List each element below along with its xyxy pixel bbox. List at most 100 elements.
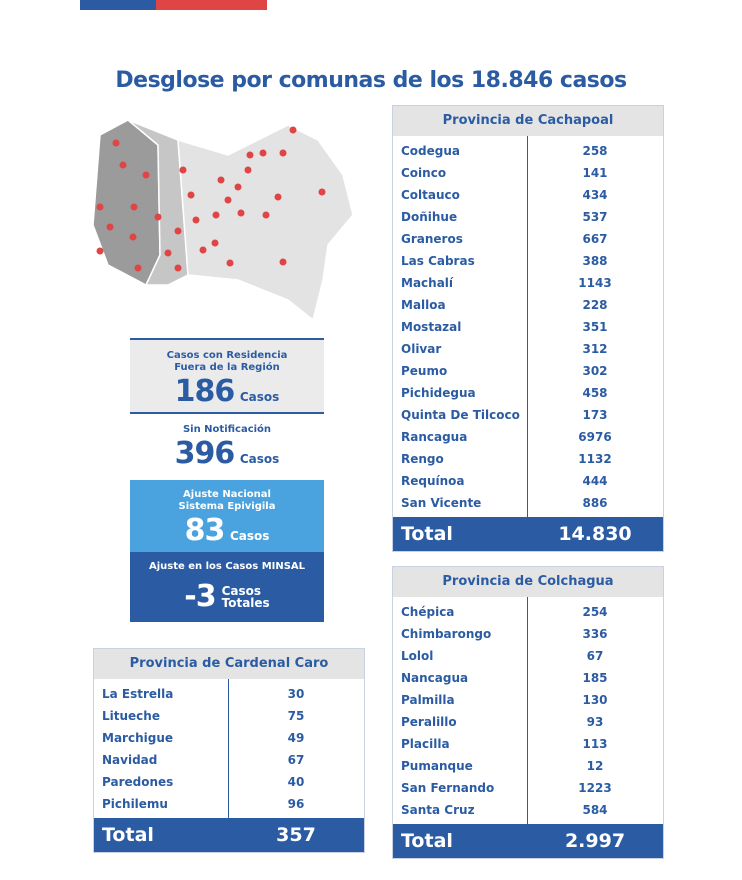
comuna-name: Graneros — [401, 232, 463, 246]
comuna-value: 49 — [287, 731, 305, 745]
total-value: 14.830 — [558, 523, 632, 545]
table-colchagua: Provincia de Colchagua Chépica 254 Chimbar… — [392, 566, 664, 859]
table-row: Peralillo 93 — [393, 711, 663, 733]
table-row: Coinco 141 — [393, 162, 663, 184]
ajuste-nacional-unit: Casos — [229, 529, 270, 543]
table-row: Pichidegua 458 — [393, 382, 663, 404]
table-row: Lolol 67 — [393, 645, 663, 667]
comuna-value: 886 — [582, 496, 608, 510]
comuna-name: Paredones — [102, 775, 174, 789]
table-row: Placilla 113 — [393, 733, 663, 755]
comuna-value: 537 — [582, 210, 608, 224]
total-label: Total — [401, 523, 453, 545]
ajuste-nacional-label-1: Ajuste Nacional — [183, 489, 271, 500]
comuna-value: 434 — [582, 188, 608, 202]
table-row: Pumanque 12 — [393, 755, 663, 777]
fuera-region-label-1: Casos con Residencia — [166, 350, 288, 361]
comuna-name: La Estrella — [102, 687, 174, 701]
table-title: Provincia de Cachapoal — [393, 106, 663, 136]
comuna-value: 1132 — [578, 452, 612, 466]
table-row: Palmilla 130 — [393, 689, 663, 711]
comuna-name: Marchigue — [102, 731, 173, 745]
comuna-value: 1143 — [578, 276, 612, 290]
comuna-value: 458 — [582, 386, 608, 400]
comuna-value: 1223 — [578, 781, 612, 795]
comuna-value: 75 — [287, 709, 305, 723]
comuna-name: San Vicente — [401, 496, 482, 510]
table-cardenal-caro: Provincia de Cardenal Caro La Estrella 30… — [93, 648, 365, 853]
ajuste-minsal-box: Ajuste en los Casos MINSAL -3 Casos Total… — [130, 552, 324, 622]
ajuste-minsal-label: Ajuste en los Casos MINSAL — [148, 561, 306, 572]
comuna-value: 444 — [582, 474, 608, 488]
comuna-value: 584 — [582, 803, 608, 817]
table-row: Codegua 258 — [393, 140, 663, 162]
comuna-name: Rancagua — [401, 430, 468, 444]
comuna-name: Rengo — [401, 452, 444, 466]
comuna-name: Navidad — [102, 753, 158, 767]
comuna-name: Requínoa — [401, 474, 465, 488]
table-row: Doñihue 537 — [393, 206, 663, 228]
table-row: Pichilemu 96 — [94, 793, 364, 815]
table-row: Chimbarongo 336 — [393, 623, 663, 645]
total-row: Total 14.830 — [393, 517, 663, 551]
comuna-name: Machalí — [401, 276, 454, 290]
total-value: 2.997 — [564, 830, 626, 852]
comuna-name: Malloa — [401, 298, 446, 312]
table-row: San Fernando 1223 — [393, 777, 663, 799]
comuna-name: Litueche — [102, 709, 160, 723]
table-row: Navidad 67 — [94, 749, 364, 771]
table-row: Mostazal 351 — [393, 316, 663, 338]
table-row: Litueche 75 — [94, 705, 364, 727]
comuna-name: San Fernando — [401, 781, 495, 795]
table-row: Olivar 312 — [393, 338, 663, 360]
comuna-name: Nancagua — [401, 671, 469, 685]
ajuste-nacional-box: Ajuste Nacional Sistema Epivigila 83 Cas… — [130, 480, 324, 552]
header-bar-blue — [80, 0, 156, 10]
total-row: Total 2.997 — [393, 824, 663, 858]
comuna-name: Pichidegua — [401, 386, 476, 400]
comuna-value: 130 — [582, 693, 608, 707]
comuna-name: Palmilla — [401, 693, 455, 707]
sin-notificacion-unit: Casos — [239, 452, 280, 466]
comuna-value: 67 — [586, 649, 604, 663]
total-value: 357 — [276, 824, 316, 846]
comuna-name: Las Cabras — [401, 254, 475, 268]
comuna-name: Olivar — [401, 342, 442, 356]
comuna-value: 302 — [582, 364, 608, 378]
sin-notificacion-value: 396 — [174, 436, 236, 471]
comuna-name: Lolol — [401, 649, 434, 663]
comuna-value: 185 — [582, 671, 608, 685]
table-title: Provincia de Colchagua — [393, 567, 663, 597]
table-row: San Vicente 886 — [393, 492, 663, 514]
comuna-name: Mostazal — [401, 320, 462, 334]
table-row: Las Cabras 388 — [393, 250, 663, 272]
comuna-name: Chimbarongo — [401, 627, 492, 641]
map-cachapoal — [177, 124, 354, 322]
table-cachapoal: Provincia de Cachapoal Codegua 258 Coinco 1… — [392, 105, 664, 552]
comuna-name: Doñihue — [401, 210, 458, 224]
total-label: Total — [102, 824, 154, 846]
region-map — [92, 119, 354, 322]
map-pins — [96, 126, 326, 272]
comuna-name: Quinta De Tilcoco — [401, 408, 520, 422]
comuna-value: 30 — [287, 687, 305, 701]
comuna-value: 258 — [582, 144, 608, 158]
comuna-name: Chépica — [401, 605, 455, 619]
table-row: Paredones 40 — [94, 771, 364, 793]
comuna-value: 6976 — [578, 430, 612, 444]
ajuste-minsal-unit-2: Totales — [221, 595, 270, 610]
table-row: Requínoa 444 — [393, 470, 663, 492]
table-row: Santa Cruz 584 — [393, 799, 663, 821]
map-cardenal-caro — [92, 119, 161, 287]
total-label: Total — [401, 830, 453, 852]
comuna-name: Peralillo — [401, 715, 457, 729]
comuna-value: 312 — [582, 342, 608, 356]
table-title: Provincia de Cardenal Caro — [94, 649, 364, 679]
comuna-name: Codegua — [401, 144, 461, 158]
comuna-name: Peumo — [401, 364, 448, 378]
comuna-value: 667 — [582, 232, 608, 246]
table-row: Coltauco 434 — [393, 184, 663, 206]
page-title: Desglose por comunas de los 18.846 casos — [115, 68, 627, 93]
sin-notificacion-label: Sin Notificación — [182, 424, 272, 435]
total-row: Total 357 — [94, 818, 364, 852]
